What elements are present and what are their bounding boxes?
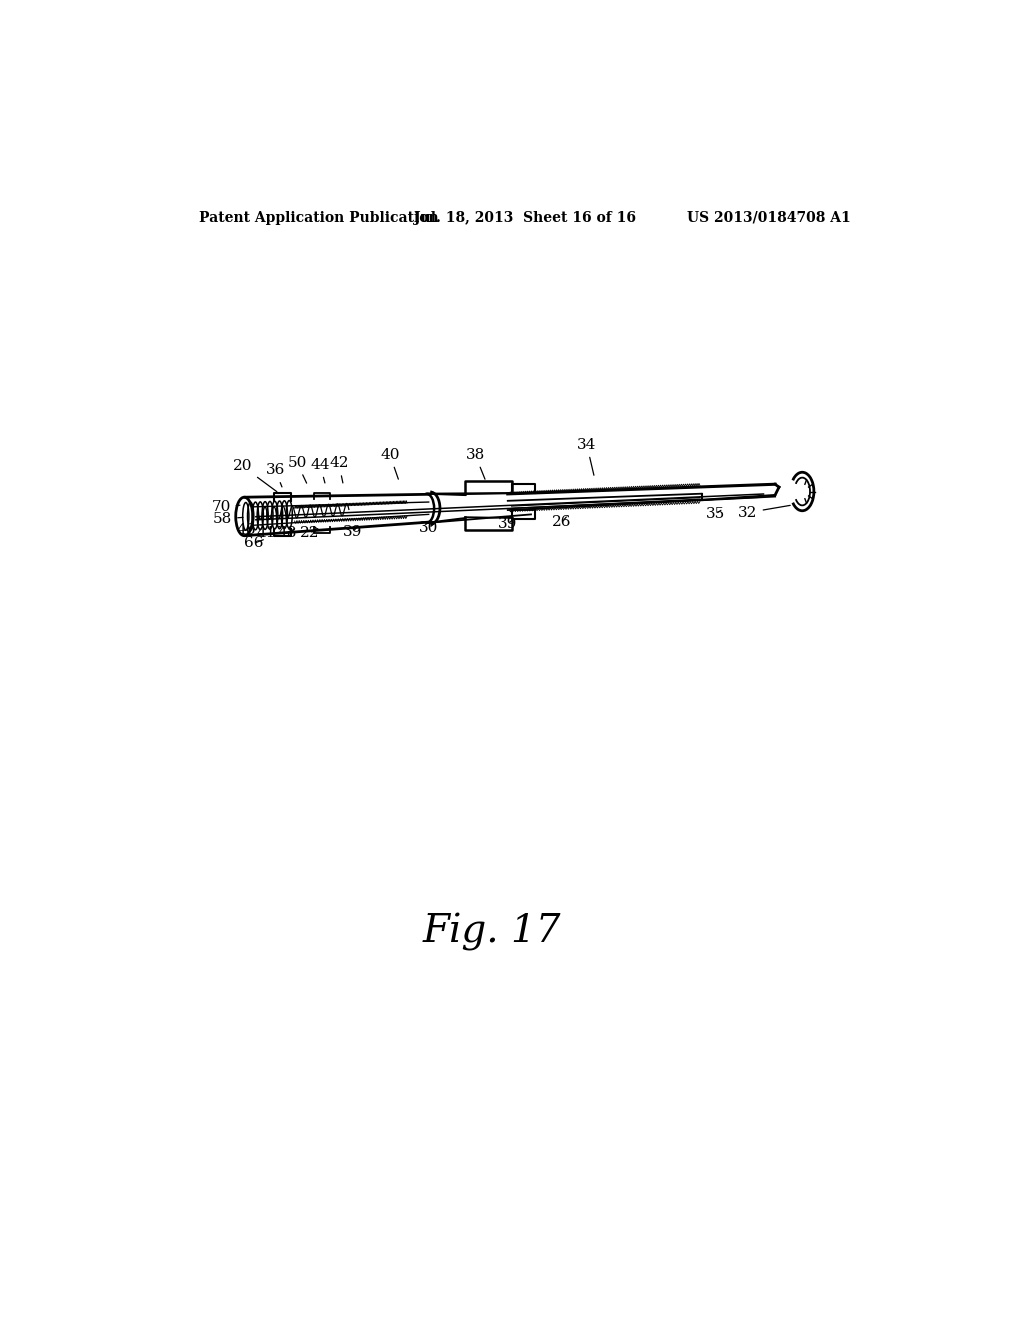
- Text: Patent Application Publication: Patent Application Publication: [200, 211, 439, 224]
- Text: Jul. 18, 2013  Sheet 16 of 16: Jul. 18, 2013 Sheet 16 of 16: [414, 211, 636, 224]
- Text: 38: 38: [466, 447, 485, 479]
- Text: 50: 50: [288, 455, 306, 483]
- Text: 26: 26: [552, 515, 571, 529]
- Text: 58: 58: [213, 512, 243, 525]
- Text: 35: 35: [706, 507, 725, 521]
- Text: 20: 20: [232, 459, 276, 491]
- Text: 22: 22: [300, 527, 319, 540]
- Text: 46: 46: [237, 523, 261, 536]
- Text: 40: 40: [380, 447, 399, 479]
- Text: 30: 30: [419, 521, 438, 535]
- Text: 32: 32: [738, 506, 791, 520]
- Text: US 2013/0184708 A1: US 2013/0184708 A1: [686, 211, 850, 224]
- Text: Fig. 17: Fig. 17: [423, 913, 561, 950]
- Text: 34: 34: [578, 438, 597, 475]
- Text: 70: 70: [211, 500, 240, 515]
- Text: 66: 66: [244, 536, 263, 550]
- Text: 39: 39: [498, 517, 517, 531]
- Text: 48: 48: [278, 527, 297, 540]
- Text: 36: 36: [265, 463, 285, 487]
- Text: 44: 44: [310, 458, 330, 483]
- Text: 39: 39: [343, 525, 362, 539]
- Text: 41: 41: [256, 525, 280, 540]
- Text: 42: 42: [329, 457, 348, 483]
